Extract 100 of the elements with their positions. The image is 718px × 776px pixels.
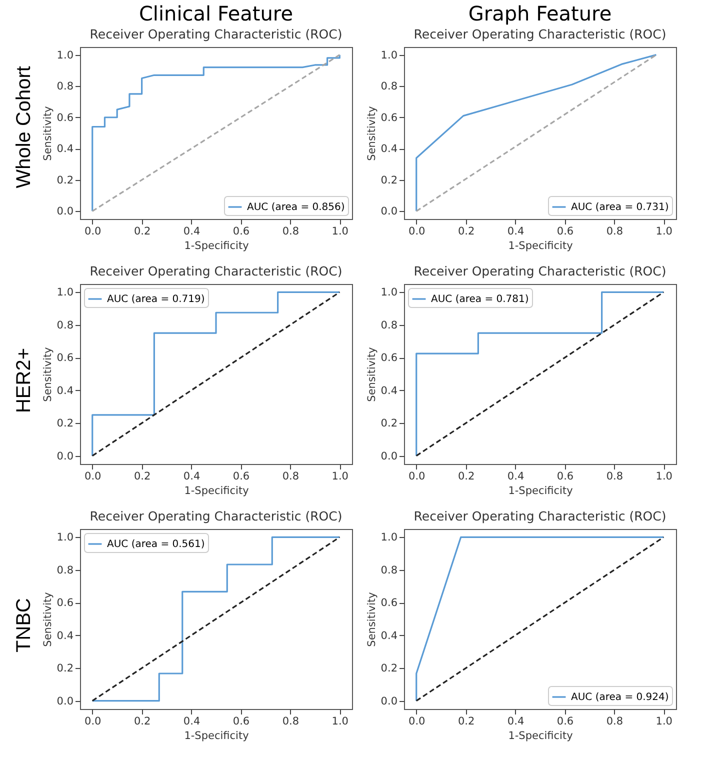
x-tick-label: 0.8 — [606, 470, 624, 482]
y-tick-label: 0.6 — [380, 352, 398, 364]
y-tick-label: 0.2 — [56, 418, 74, 430]
y-tick-label: 0.6 — [380, 597, 398, 610]
x-tick-label: 0.2 — [134, 716, 151, 728]
y-tick-label: 0.0 — [380, 695, 398, 708]
x-axis-title: 1-Specificity — [184, 240, 249, 252]
y-axis-title: Sensitivity — [366, 347, 378, 402]
legend-label: AUC (area = 0.561) — [107, 539, 205, 550]
y-tick-label: 0.4 — [380, 143, 398, 156]
legend-label: AUC (area = 0.719) — [107, 294, 205, 305]
line-series — [92, 536, 340, 702]
y-axis-title: Sensitivity — [42, 347, 54, 402]
x-tick-label: 0.8 — [282, 470, 300, 482]
x-tick-label: 0.2 — [134, 470, 151, 482]
y-tick-label: 0.6 — [56, 352, 74, 364]
x-tick-label: 0.6 — [556, 226, 574, 238]
x-tick-label: 0.0 — [84, 470, 102, 482]
y-tick-label: 0.6 — [380, 112, 398, 124]
y-tick-label: 1.0 — [56, 286, 74, 299]
text: Whole Cohort — [13, 66, 36, 189]
x-tick-label: 0.0 — [408, 470, 426, 482]
legend-label: AUC (area = 0.856) — [247, 202, 345, 213]
y-tick-label: 0.0 — [380, 206, 398, 218]
y-tick-label: 0.8 — [56, 80, 74, 93]
y-tick-label: 0.0 — [56, 206, 74, 218]
legend-label: AUC (area = 0.781) — [431, 294, 529, 305]
y-tick-label: 0.8 — [380, 564, 398, 576]
x-tick-label: 0.8 — [282, 226, 300, 238]
y-tick-label: 0.2 — [56, 662, 74, 675]
x-tick-label: 1.0 — [332, 470, 348, 482]
legend-label: AUC (area = 0.924) — [571, 692, 669, 703]
line-series — [92, 291, 340, 457]
x-tick-label: 0.4 — [507, 716, 524, 728]
y-tick-label: 0.4 — [56, 143, 74, 156]
y-tick-label: 0.2 — [380, 174, 398, 186]
text: HER2+ — [13, 348, 36, 414]
chart-subtitle: Receiver Operating Characteristic (ROC) — [90, 26, 342, 42]
x-tick-label: 0.4 — [507, 226, 524, 238]
y-axis-title: Sensitivity — [366, 592, 378, 647]
x-tick-label: 0.2 — [134, 226, 151, 238]
chart-title: Receiver Operating Characteristic (ROC) — [414, 264, 666, 278]
x-tick-label: 1.0 — [656, 226, 672, 238]
chart-subtitle: Receiver Operating Characteristic (ROC) — [414, 26, 666, 42]
chart-title: Receiver Operating Characteristic (ROC) — [90, 264, 342, 278]
y-tick-label: 0.8 — [56, 319, 74, 332]
x-tick-label: 0.4 — [183, 716, 200, 728]
x-tick-label: 1.0 — [332, 716, 348, 728]
y-tick-label: 1.0 — [56, 532, 74, 544]
x-tick-label: 1.0 — [656, 470, 672, 482]
x-axis-title: 1-Specificity — [184, 730, 249, 742]
y-axis-title: Sensitivity — [42, 592, 54, 647]
chart-title: Receiver Operating Characteristic (ROC) — [90, 508, 342, 524]
y-tick-label: 0.0 — [380, 450, 398, 462]
y-axis-title: Sensitivity — [42, 106, 54, 161]
x-axis-title: 1-Specificity — [508, 485, 573, 497]
x-axis-title: 1-Specificity — [508, 240, 573, 252]
x-tick-label: 0.2 — [458, 716, 475, 728]
legend-label: AUC (area = 0.731) — [571, 202, 669, 213]
x-tick-label: 0.6 — [556, 470, 574, 482]
y-tick-label: 0.2 — [380, 418, 398, 430]
y-tick-label: 1.0 — [380, 532, 398, 544]
y-tick-label: 0.8 — [380, 319, 398, 332]
y-tick-label: 0.4 — [56, 384, 74, 397]
line-series — [416, 291, 664, 457]
y-tick-label: 0.8 — [56, 564, 74, 576]
chart-title: Receiver Operating Characteristic (ROC) — [414, 508, 666, 524]
x-axis-title: 1-Specificity — [508, 730, 573, 742]
x-tick-label: 0.8 — [282, 716, 300, 728]
y-axis-title: Sensitivity — [366, 106, 378, 161]
x-tick-label: 0.2 — [458, 226, 475, 238]
x-tick-label: 0.6 — [232, 716, 250, 728]
chart-title: Clinical Feature — [138, 2, 294, 26]
y-tick-label: 0.4 — [380, 384, 398, 397]
x-tick-label: 0.8 — [606, 226, 624, 238]
x-tick-label: 0.0 — [408, 716, 426, 728]
x-tick-label: 0.6 — [556, 716, 574, 728]
x-tick-label: 1.0 — [332, 226, 348, 238]
x-tick-label: 0.6 — [232, 226, 250, 238]
x-tick-label: 0.8 — [606, 716, 624, 728]
x-tick-label: 0.4 — [507, 470, 524, 482]
x-tick-label: 1.0 — [656, 716, 672, 728]
y-tick-label: 1.0 — [56, 49, 74, 62]
y-tick-label: 0.8 — [380, 80, 398, 93]
x-tick-label: 0.4 — [183, 470, 200, 482]
y-tick-label: 1.0 — [380, 49, 398, 62]
x-tick-label: 0.6 — [232, 470, 250, 482]
y-tick-label: 0.2 — [380, 662, 398, 675]
chart-title: Graph Feature — [468, 2, 612, 26]
y-tick-label: 0.4 — [56, 630, 74, 642]
y-tick-label: 0.4 — [380, 630, 398, 642]
y-tick-label: 1.0 — [380, 286, 398, 299]
x-tick-label: 0.0 — [84, 226, 102, 238]
x-axis-title: 1-Specificity — [184, 485, 249, 497]
y-tick-label: 0.6 — [56, 112, 74, 124]
y-tick-label: 0.2 — [56, 174, 74, 186]
y-tick-label: 0.0 — [56, 450, 74, 462]
y-tick-label: 0.0 — [56, 695, 74, 708]
text: TNBC — [13, 598, 36, 653]
y-tick-label: 0.6 — [56, 597, 74, 610]
